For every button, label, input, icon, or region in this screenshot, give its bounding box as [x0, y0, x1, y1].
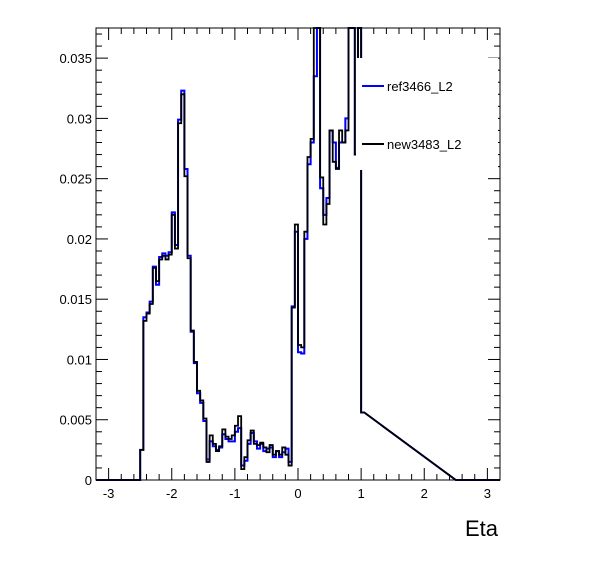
x-tick-label: 1	[358, 486, 365, 501]
y-tick-label: 0.03	[67, 111, 92, 126]
y-tick-label: 0.01	[67, 352, 92, 367]
legend-label-ref: ref3466_L2	[387, 79, 453, 94]
y-tick-label: 0.015	[59, 292, 92, 307]
legend: ref3466_L2 new3483_L2	[356, 58, 498, 170]
y-tick-label: 0	[85, 473, 92, 488]
histogram-layer	[96, 27, 500, 481]
legend-box	[356, 58, 498, 170]
axis-layer: 0 0.005 0.01 0.015 0.02 0.025 0.03 0.035 -3 -2 -1 0…	[59, 28, 501, 501]
x-tick-label: -1	[229, 486, 241, 501]
x-tick-label: -2	[166, 486, 178, 501]
x-tick-label: 2	[421, 486, 428, 501]
y-tick-label: 0.035	[59, 51, 92, 66]
x-axis-title: Eta	[465, 516, 499, 541]
legend-label-new: new3483_L2	[387, 137, 461, 152]
series-new3483_L2	[96, 27, 500, 481]
x-tick-label: -3	[103, 486, 115, 501]
x-tick-label: 3	[484, 486, 491, 501]
y-tick-label: 0.02	[67, 232, 92, 247]
y-tick-label: 0.005	[59, 413, 92, 428]
y-tick-label: 0.025	[59, 172, 92, 187]
x-tick-label: 0	[294, 486, 301, 501]
